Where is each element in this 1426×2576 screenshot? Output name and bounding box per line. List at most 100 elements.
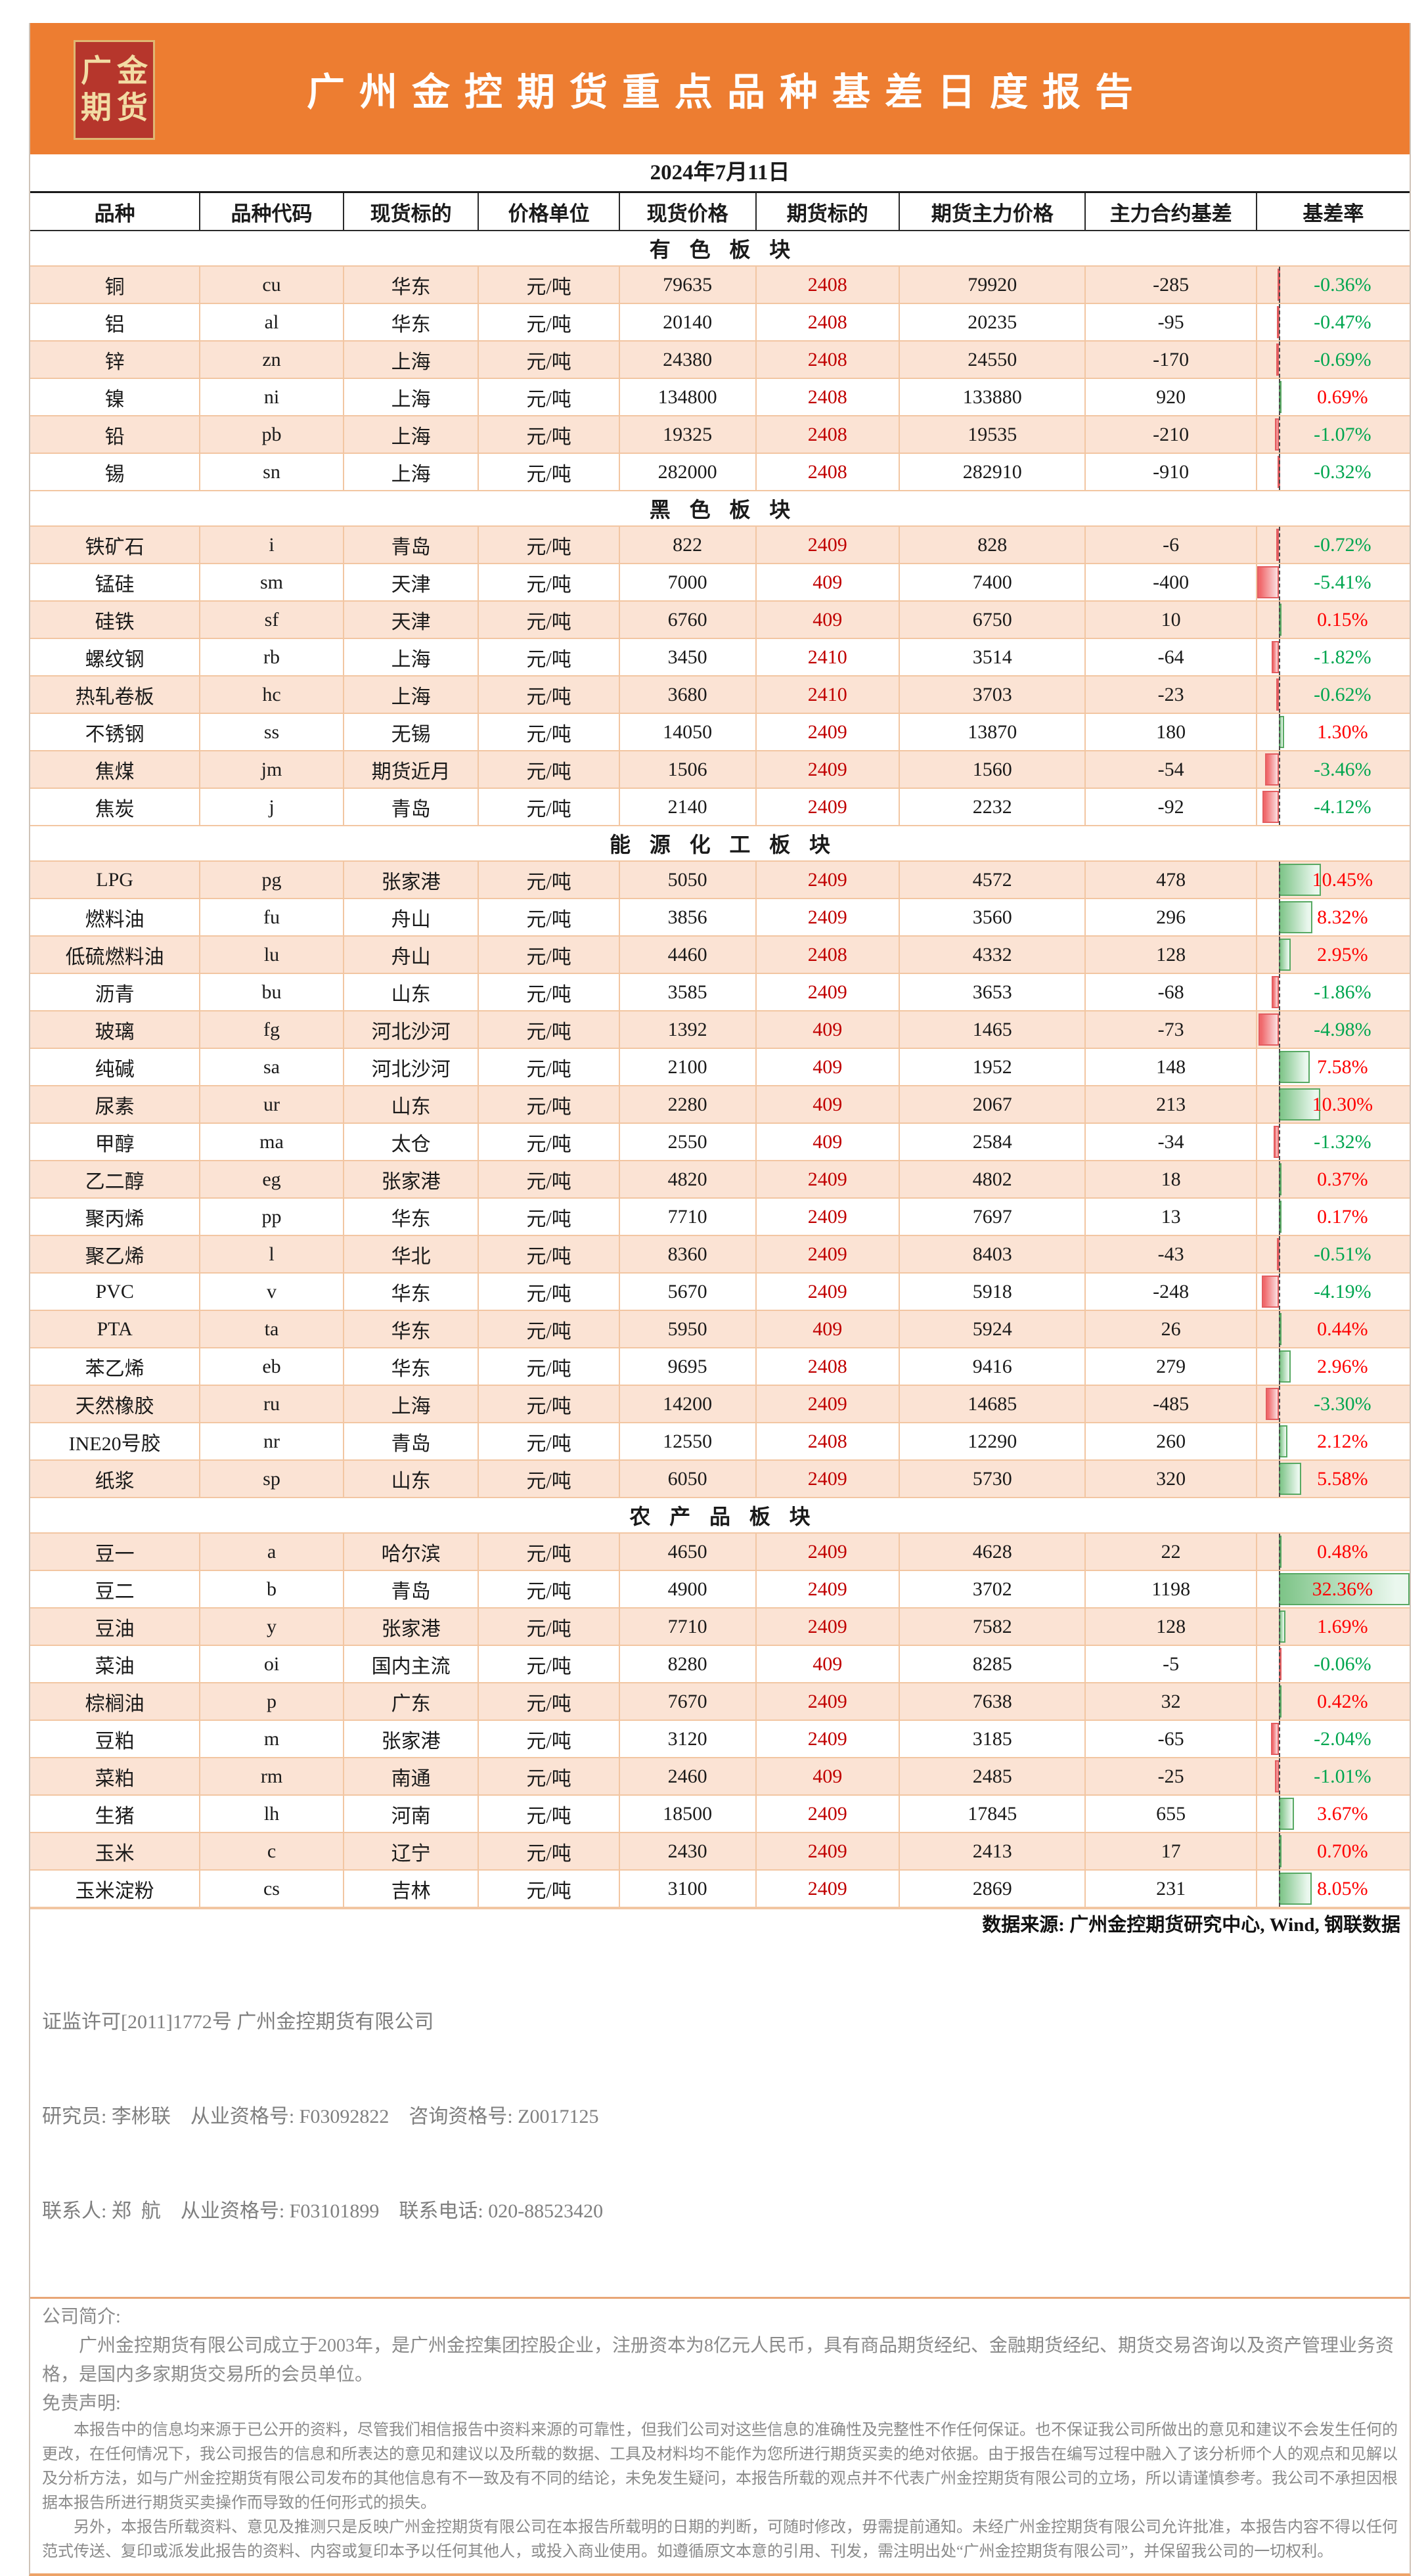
column-header-basis: 主力合约基差 — [1084, 193, 1257, 231]
cell-basis-rate: -0.36% — [1255, 265, 1410, 304]
cell-spot-price: 14200 — [618, 1385, 757, 1423]
cell-price-unit: 元/吨 — [478, 415, 620, 454]
table-row: 燃料油 fu 舟山 元/吨 3856 2409 3560 296 8.32% — [30, 898, 1410, 937]
cell-futures-contract: 409 — [755, 1048, 900, 1086]
cell-price-unit: 元/吨 — [478, 1422, 620, 1461]
table-row: 生猪 lh 河南 元/吨 18500 2409 17845 655 3.67% — [30, 1794, 1410, 1833]
cell-futures-contract: 2410 — [755, 638, 900, 677]
cell-code: rm — [199, 1757, 344, 1796]
cell-spot-target: 河北沙河 — [342, 1010, 479, 1049]
section-label-agricultural: 农产品板块 — [30, 1498, 1410, 1534]
cell-variety: 锡 — [30, 453, 201, 491]
cell-code: zn — [199, 340, 344, 379]
cell-basis: -400 — [1084, 563, 1257, 602]
cell-code: pg — [199, 860, 344, 899]
basis-rate-databar — [1279, 864, 1322, 896]
cell-futures-price: 2869 — [898, 1869, 1086, 1908]
cell-futures-contract: 2409 — [755, 1385, 900, 1423]
cell-futures-contract: 2409 — [755, 1532, 900, 1571]
cell-code: ma — [199, 1122, 344, 1161]
column-header-spot-target: 现货标的 — [342, 193, 479, 231]
cell-spot-target: 上海 — [342, 1385, 479, 1423]
cell-price-unit: 元/吨 — [478, 340, 620, 379]
cell-price-unit: 元/吨 — [478, 638, 620, 677]
cell-basis: 128 — [1084, 935, 1257, 974]
cell-futures-price: 20235 — [898, 303, 1086, 342]
cell-code: lu — [199, 935, 344, 974]
basis-rate-value: -0.51% — [1314, 1243, 1371, 1265]
basis-rate-value: -0.47% — [1314, 311, 1371, 333]
cell-futures-price: 2584 — [898, 1122, 1086, 1161]
cell-futures-price: 5918 — [898, 1272, 1086, 1311]
basis-rate-databar — [1276, 678, 1280, 711]
databar-axis — [1279, 417, 1281, 452]
cell-basis: 920 — [1084, 378, 1257, 416]
databar-axis — [1279, 1274, 1281, 1309]
cell-variety: 苯乙烯 — [30, 1347, 201, 1386]
cell-variety: 乙二醇 — [30, 1160, 201, 1199]
section-label-nonferrous: 有色板块 — [30, 231, 1410, 267]
cell-basis: 231 — [1084, 1869, 1257, 1908]
cell-spot-target: 山东 — [342, 1085, 479, 1124]
cell-basis-rate: -0.62% — [1255, 675, 1410, 714]
cell-variety: INE20号胶 — [30, 1422, 201, 1461]
cell-futures-contract: 2409 — [755, 1682, 900, 1721]
cell-futures-price: 2232 — [898, 788, 1086, 826]
cell-variety: 菜粕 — [30, 1757, 201, 1796]
basis-rate-databar — [1262, 791, 1280, 823]
cell-futures-price: 133880 — [898, 378, 1086, 416]
cell-spot-price: 134800 — [618, 378, 757, 416]
basis-rate-value: 0.37% — [1317, 1168, 1368, 1190]
cell-code: jm — [199, 750, 344, 789]
cell-code: ta — [199, 1310, 344, 1348]
cell-code: m — [199, 1720, 344, 1758]
databar-axis — [1279, 1572, 1281, 1607]
cell-basis: -73 — [1084, 1010, 1257, 1049]
cell-basis: -248 — [1084, 1272, 1257, 1311]
cell-spot-price: 5670 — [618, 1272, 757, 1311]
cell-basis-rate: -3.46% — [1255, 750, 1410, 789]
cell-basis: 18 — [1084, 1160, 1257, 1199]
cell-spot-target: 太仓 — [342, 1122, 479, 1161]
cell-spot-target: 华东 — [342, 1272, 479, 1311]
cell-price-unit: 元/吨 — [478, 1794, 620, 1833]
cell-code: l — [199, 1235, 344, 1274]
basis-rate-value: 0.15% — [1317, 608, 1368, 631]
basis-rate-value: -1.01% — [1314, 1765, 1371, 1787]
databar-axis — [1279, 1461, 1281, 1496]
cell-variety: 低硫燃料油 — [30, 935, 201, 974]
cell-spot-price: 3856 — [618, 898, 757, 937]
cell-basis: -6 — [1084, 525, 1257, 564]
basis-rate-databar — [1279, 901, 1313, 933]
cell-futures-price: 4332 — [898, 935, 1086, 974]
cell-basis: -5 — [1084, 1645, 1257, 1683]
databar-axis — [1279, 752, 1281, 787]
cell-variety: PTA — [30, 1310, 201, 1348]
cell-price-unit: 元/吨 — [478, 1869, 620, 1908]
cell-futures-contract: 2409 — [755, 1720, 900, 1758]
cell-basis-rate: 8.32% — [1255, 898, 1410, 937]
section-row-ferrous: 黑色板块 — [30, 491, 1410, 527]
cell-basis: -285 — [1084, 265, 1257, 304]
cell-basis-rate: 3.67% — [1255, 1794, 1410, 1833]
report-date: 2024年7月11日 — [30, 154, 1410, 193]
basis-rate-value: 3.67% — [1317, 1802, 1368, 1825]
basis-rate-databar — [1273, 1126, 1280, 1158]
cell-futures-price: 4802 — [898, 1160, 1086, 1199]
cell-price-unit: 元/吨 — [478, 378, 620, 416]
cell-spot-target: 无锡 — [342, 713, 479, 751]
basis-rate-value: -1.32% — [1314, 1130, 1371, 1153]
cell-price-unit: 元/吨 — [478, 713, 620, 751]
cell-spot-price: 20140 — [618, 303, 757, 342]
cell-futures-contract: 2409 — [755, 1272, 900, 1311]
cell-price-unit: 元/吨 — [478, 600, 620, 639]
cell-code: pb — [199, 415, 344, 454]
cell-basis-rate: 0.44% — [1255, 1310, 1410, 1348]
cell-basis-rate: 2.96% — [1255, 1347, 1410, 1386]
cell-basis: -25 — [1084, 1757, 1257, 1796]
cell-spot-price: 2280 — [618, 1085, 757, 1124]
cell-code: p — [199, 1682, 344, 1721]
cell-code: sn — [199, 453, 344, 491]
cell-spot-target: 天津 — [342, 600, 479, 639]
cell-spot-target: 国内主流 — [342, 1645, 479, 1683]
